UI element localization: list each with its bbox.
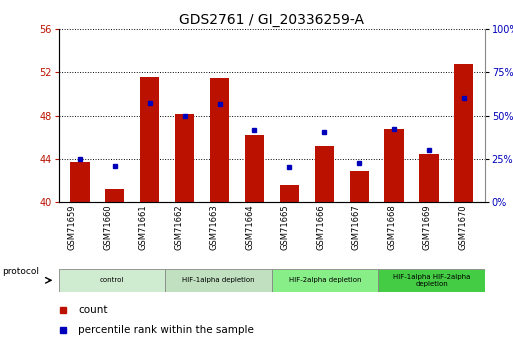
Text: GSM71669: GSM71669 <box>423 204 431 250</box>
Bar <box>454 64 473 202</box>
Text: GSM71665: GSM71665 <box>281 204 290 250</box>
Text: HIF-1alpha HIF-2alpha
depletion: HIF-1alpha HIF-2alpha depletion <box>393 274 470 287</box>
Bar <box>349 170 369 202</box>
Bar <box>419 155 439 202</box>
Text: GSM71662: GSM71662 <box>174 204 183 250</box>
Bar <box>175 115 194 202</box>
Bar <box>105 189 125 202</box>
Bar <box>165 269 272 292</box>
Bar <box>210 78 229 202</box>
Text: HIF-1alpha depletion: HIF-1alpha depletion <box>182 277 255 283</box>
Bar <box>314 146 334 202</box>
Title: GDS2761 / GI_20336259-A: GDS2761 / GI_20336259-A <box>180 13 364 27</box>
Text: GSM71668: GSM71668 <box>387 204 396 250</box>
Text: GSM71667: GSM71667 <box>351 204 361 250</box>
Text: GSM71661: GSM71661 <box>139 204 148 250</box>
Bar <box>70 162 90 202</box>
Bar <box>245 135 264 202</box>
Bar <box>272 269 378 292</box>
Bar <box>384 128 404 202</box>
Text: GSM71660: GSM71660 <box>103 204 112 250</box>
Text: percentile rank within the sample: percentile rank within the sample <box>78 325 254 335</box>
Text: control: control <box>100 277 125 283</box>
Text: GSM71663: GSM71663 <box>210 204 219 250</box>
Bar <box>59 269 165 292</box>
Text: GSM71666: GSM71666 <box>316 204 325 250</box>
Text: GSM71659: GSM71659 <box>68 204 77 250</box>
Bar <box>280 185 299 202</box>
Bar <box>378 269 485 292</box>
Bar <box>140 77 160 202</box>
Text: protocol: protocol <box>3 267 40 276</box>
Text: count: count <box>78 305 108 315</box>
Text: HIF-2alpha depletion: HIF-2alpha depletion <box>289 277 361 283</box>
Text: GSM71664: GSM71664 <box>245 204 254 250</box>
Text: GSM71670: GSM71670 <box>458 204 467 250</box>
